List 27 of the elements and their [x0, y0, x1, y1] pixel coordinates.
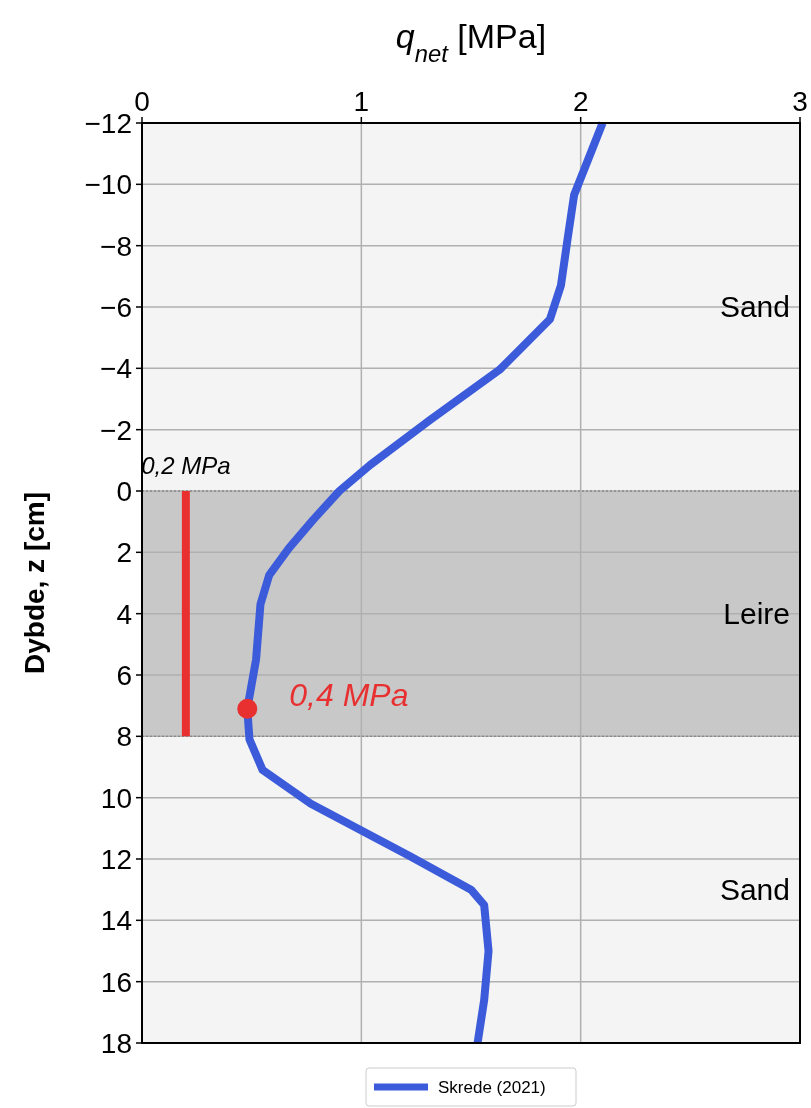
y-axis-title: Dybde, z [cm]	[19, 491, 50, 675]
band-label: Sand	[719, 290, 790, 323]
x-axis-title: q$_{net}$ [MPa]	[395, 17, 547, 67]
x-tick-label: 3	[792, 86, 808, 117]
y-tick-label: 14	[100, 905, 132, 937]
y-tick-label: −10	[84, 169, 132, 201]
y-tick-label: 12	[100, 844, 132, 875]
y-tick-label: 16	[100, 966, 132, 998]
y-tick-label: −2	[100, 414, 132, 446]
y-tick-label: 8	[116, 721, 132, 753]
y-tick-label: 4	[116, 598, 132, 630]
y-tick-label: 0	[116, 476, 132, 507]
annotation: 0,2 MPa	[141, 452, 231, 479]
y-tick-label: −8	[100, 230, 132, 262]
y-tick-label: −12	[84, 108, 132, 139]
y-tick-label: 2	[116, 537, 132, 569]
legend-label: Skrede (2021)	[438, 1078, 546, 1097]
x-tick-label: 1	[353, 86, 370, 117]
y-tick-label: −6	[100, 292, 132, 323]
band-label: Leire	[723, 596, 790, 630]
annotation: 0,4 MPa	[289, 676, 409, 713]
y-tick-label: 10	[100, 782, 132, 814]
band-label: Sand	[719, 872, 790, 906]
y-tick-label: 6	[116, 660, 132, 691]
y-tick-label: 18	[100, 1028, 132, 1059]
y-tick-label: −4	[100, 353, 132, 385]
x-tick-label: 2	[572, 86, 589, 117]
